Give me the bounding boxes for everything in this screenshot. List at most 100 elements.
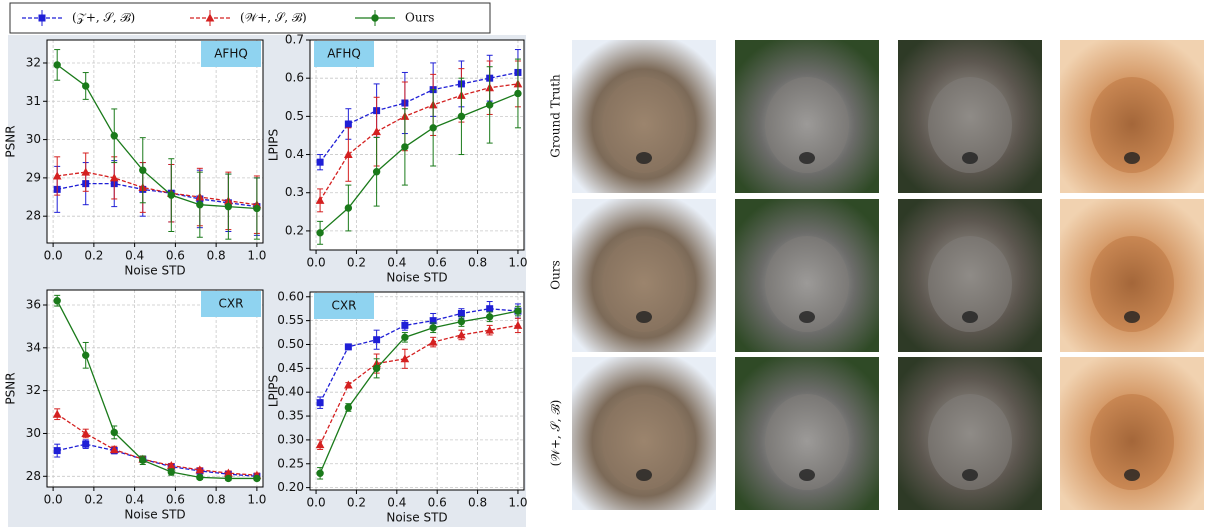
x-tick-label: 0.8 [468, 496, 487, 510]
figure: (𝒵+, 𝒮, ℬ)(𝒲+, 𝒮, ℬ)Ours 0.0 0.2 0.4 0.6 0.8… [0, 0, 1206, 527]
marker [458, 310, 464, 316]
image-nose [1124, 311, 1140, 323]
x-tick-label: 0.8 [207, 249, 226, 263]
marker [54, 62, 60, 68]
x-tick-label: 0.6 [166, 249, 185, 263]
plot-area [310, 40, 524, 250]
marker [402, 144, 408, 150]
y-tick-label: 32 [26, 383, 41, 397]
marker [197, 474, 203, 480]
marker [487, 306, 493, 312]
marker [254, 205, 260, 211]
x-tick-label: 1.0 [508, 496, 527, 510]
image-nose [1124, 469, 1140, 481]
marker [317, 470, 323, 476]
chart-title: CXR [219, 297, 244, 311]
image-nose [962, 469, 978, 481]
row-label: (𝒲+, 𝒮, ℬ) [549, 400, 563, 467]
y-tick-label: 0.60 [277, 289, 304, 303]
marker [373, 169, 379, 175]
y-tick-label: 0.6 [285, 71, 304, 85]
marker [140, 167, 146, 173]
marker [486, 314, 492, 320]
marker [225, 203, 231, 209]
x-tick-label: 0.0 [307, 256, 326, 270]
marker [458, 113, 464, 119]
x-axis-label: Noise STD [124, 508, 185, 522]
x-tick-label: 1.0 [508, 256, 527, 270]
x-tick-label: 0.6 [428, 496, 447, 510]
image-nose [962, 152, 978, 164]
y-tick-label: 0.45 [277, 361, 304, 375]
marker [458, 318, 464, 324]
marker [374, 337, 380, 343]
image-nose [799, 311, 815, 323]
image-nose [962, 311, 978, 323]
plot-area [47, 40, 263, 243]
marker [83, 441, 89, 447]
marker [168, 192, 174, 198]
marker [111, 133, 117, 139]
x-tick-label: 0.0 [307, 496, 326, 510]
marker [83, 352, 89, 358]
y-tick-label: 0.30 [277, 432, 304, 446]
y-tick-label: 0.25 [277, 456, 304, 470]
x-tick-label: 0.4 [125, 493, 144, 507]
marker [430, 325, 436, 331]
y-tick-label: 0.3 [285, 185, 304, 199]
y-axis-label: PSNR [4, 125, 18, 157]
marker [140, 457, 146, 463]
y-tick-label: 0.5 [285, 109, 304, 123]
y-tick-label: 34 [26, 340, 41, 354]
x-tick-label: 0.0 [44, 493, 63, 507]
marker [345, 121, 351, 127]
x-tick-label: 1.0 [247, 493, 266, 507]
y-axis-label: LPIPS [267, 375, 281, 407]
legend: (𝒵+, 𝒮, ℬ)(𝒲+, 𝒮, ℬ)Ours [10, 3, 490, 33]
y-tick-label: 0.40 [277, 385, 304, 399]
image-nose [636, 152, 652, 164]
x-tick-label: 0.6 [428, 256, 447, 270]
marker [111, 429, 117, 435]
x-tick-label: 0.8 [468, 256, 487, 270]
image-nose [636, 469, 652, 481]
y-tick-label: 0.2 [285, 223, 304, 237]
marker [373, 365, 379, 371]
y-tick-label: 29 [26, 170, 41, 184]
x-tick-label: 0.2 [347, 496, 366, 510]
marker [345, 205, 351, 211]
y-tick-label: 28 [26, 469, 41, 483]
y-tick-label: 28 [26, 209, 41, 223]
marker [197, 201, 203, 207]
legend-label: Ours [405, 11, 434, 25]
y-tick-label: 0.55 [277, 313, 304, 327]
x-tick-label: 0.2 [347, 256, 366, 270]
x-tick-label: 0.4 [387, 496, 406, 510]
marker [402, 334, 408, 340]
marker [39, 15, 45, 21]
x-tick-label: 0.2 [84, 249, 103, 263]
marker [515, 90, 521, 96]
marker [486, 102, 492, 108]
y-tick-label: 0.20 [277, 480, 304, 494]
marker [345, 404, 351, 410]
y-axis-label: LPIPS [267, 129, 281, 161]
marker [317, 400, 323, 406]
row-label: Ours [549, 260, 563, 289]
image-nose [799, 469, 815, 481]
y-tick-label: 0.4 [285, 147, 304, 161]
x-axis-label: Noise STD [386, 511, 447, 525]
y-tick-label: 36 [26, 297, 41, 311]
x-tick-label: 1.0 [247, 249, 266, 263]
marker [54, 448, 60, 454]
x-tick-label: 0.6 [166, 493, 185, 507]
marker [168, 469, 174, 475]
y-tick-label: 31 [26, 94, 41, 108]
chart-title: AFHQ [327, 47, 361, 61]
marker [345, 344, 351, 350]
y-tick-label: 0.7 [285, 33, 304, 47]
chart-title: AFHQ [214, 47, 248, 61]
marker [317, 159, 323, 165]
y-axis-label: PSNR [4, 372, 18, 404]
